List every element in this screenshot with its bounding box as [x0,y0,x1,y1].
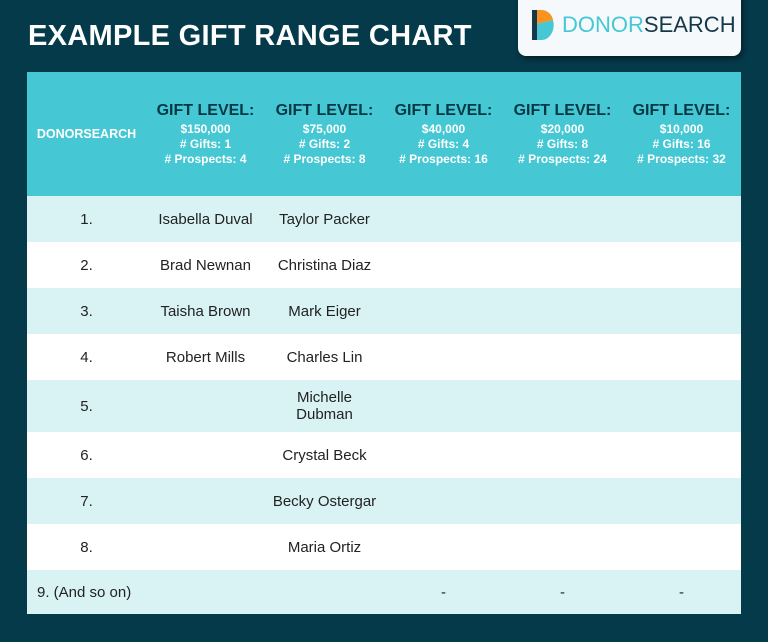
row-number: 9. (And so on) [27,570,146,614]
prospect-cell: Mark Eiger [265,288,384,334]
logo-text-search: SEARCH [643,12,736,37]
prospect-cell: Robert Mills [146,334,265,380]
prospect-cell [622,432,741,478]
prospect-cell: Charles Lin [265,334,384,380]
prospect-cell: Brad Newnan [146,242,265,288]
gift-level-gifts: # Gifts: 4 [417,136,470,151]
prospect-cell: Michelle Dubman [265,380,384,432]
row-number: 7. [27,478,146,524]
prospect-cell [265,570,384,614]
gift-level-amount: $40,000 [421,121,466,136]
table-row: 9. (And so on) - - - [27,570,741,614]
row-number: 4. [27,334,146,380]
gift-range-table: DONORSEARCH GIFT LEVEL: $150,000 # Gifts: … [27,72,741,614]
table-row: 4. Robert Mills Charles Lin [27,334,741,380]
gift-level-header: GIFT LEVEL: $40,000 # Gifts: 4 # Prospects:… [384,72,503,196]
table-row: 1. Isabella Duval Taylor Packer [27,196,741,242]
prospect-cell [146,570,265,614]
prospect-cell [622,288,741,334]
prospect-cell: Maria Ortiz [265,524,384,570]
prospect-cell: - [503,570,622,614]
prospect-cell: Christina Diaz [265,242,384,288]
page-title: EXAMPLE GIFT RANGE CHART [28,20,472,52]
gift-level-header: GIFT LEVEL: $150,000 # Gifts: 1 # Prospects… [146,72,265,196]
gift-level-label: GIFT LEVEL: [275,101,374,119]
row-number: 3. [27,288,146,334]
table-row: 7. Becky Ostergar [27,478,741,524]
prospect-cell: - [384,570,503,614]
row-number: 1. [27,196,146,242]
gift-level-gifts: # Gifts: 1 [179,136,232,151]
prospect-cell [622,242,741,288]
prospect-cell [622,380,741,432]
prospect-cell [503,196,622,242]
prospect-cell [146,380,265,432]
prospect-cell: Becky Ostergar [265,478,384,524]
table-header-row: DONORSEARCH GIFT LEVEL: $150,000 # Gifts: … [27,72,741,196]
corner-header: DONORSEARCH [27,72,146,196]
prospect-cell [503,242,622,288]
prospect-cell [503,380,622,432]
prospect-cell: Isabella Duval [146,196,265,242]
prospect-cell: Taisha Brown [146,288,265,334]
gift-level-amount: $75,000 [302,121,347,136]
prospect-cell [503,432,622,478]
prospect-cell [384,380,503,432]
prospect-cell [622,334,741,380]
prospect-cell [146,524,265,570]
prospect-cell [384,196,503,242]
table-row: 3. Taisha Brown Mark Eiger [27,288,741,334]
prospect-cell [146,478,265,524]
donorsearch-logo: DONOR SEARCH [518,0,741,56]
gift-level-label: GIFT LEVEL: [632,101,731,119]
logo-text-donor: DONOR [562,12,644,37]
prospect-cell [503,334,622,380]
prospect-cell [503,524,622,570]
gift-level-gifts: # Gifts: 2 [298,136,351,151]
row-number: 5. [27,380,146,432]
table-row: 8. Maria Ortiz [27,524,741,570]
gift-level-gifts: # Gifts: 8 [536,136,589,151]
table-row: 2. Brad Newnan Christina Diaz [27,242,741,288]
gift-level-amount: $150,000 [180,121,231,136]
row-number: 8. [27,524,146,570]
prospect-cell [622,196,741,242]
prospect-cell [384,334,503,380]
gift-level-gifts: # Gifts: 16 [652,136,711,151]
gift-level-amount: $20,000 [540,121,585,136]
prospect-cell [384,242,503,288]
prospect-cell: Taylor Packer [265,196,384,242]
table-row: 5. Michelle Dubman [27,380,741,432]
prospect-cell [503,288,622,334]
gift-level-prospects: # Prospects: 8 [283,151,366,166]
gift-level-header: GIFT LEVEL: $10,000 # Gifts: 16 # Prospects… [622,72,741,196]
gift-level-prospects: # Prospects: 24 [518,151,607,166]
gift-level-prospects: # Prospects: 32 [637,151,726,166]
gift-level-header: GIFT LEVEL: $75,000 # Gifts: 2 # Prospects:… [265,72,384,196]
prospect-cell: - [622,570,741,614]
gift-level-prospects: # Prospects: 16 [399,151,488,166]
prospect-cell [146,432,265,478]
prospect-cell [503,478,622,524]
gift-level-label: GIFT LEVEL: [513,101,612,119]
donorsearch-logo-icon [532,10,554,40]
row-number: 2. [27,242,146,288]
row-number: 6. [27,432,146,478]
prospect-cell [384,432,503,478]
prospect-cell [384,288,503,334]
gift-level-amount: $10,000 [659,121,704,136]
gift-level-header: GIFT LEVEL: $20,000 # Gifts: 8 # Prospects:… [503,72,622,196]
prospect-cell: Crystal Beck [265,432,384,478]
gift-level-prospects: # Prospects: 4 [164,151,247,166]
gift-level-label: GIFT LEVEL: [394,101,493,119]
prospect-cell [384,524,503,570]
gift-level-label: GIFT LEVEL: [156,101,255,119]
table-row: 6. Crystal Beck [27,432,741,478]
prospect-cell [622,524,741,570]
prospect-cell [622,478,741,524]
prospect-cell [384,478,503,524]
